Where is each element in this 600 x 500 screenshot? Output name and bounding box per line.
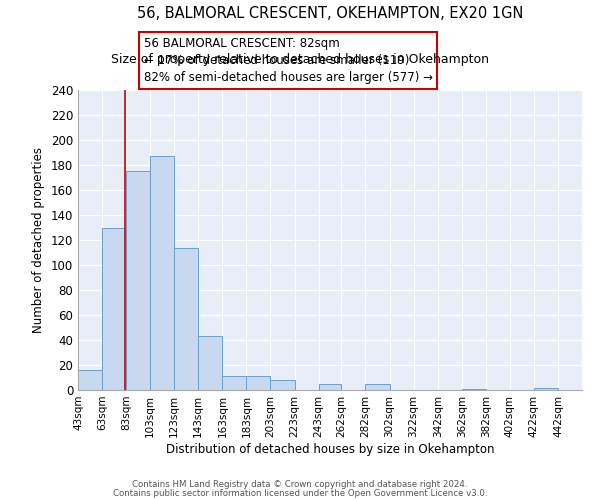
Bar [126,171,150,390]
Bar [78,370,102,390]
Bar [534,388,558,390]
Y-axis label: Number of detached properties: Number of detached properties [32,147,45,333]
Bar [247,376,271,390]
Title: 56, BALMORAL CRESCENT, OKEHAMPTON, EX20 1GN: 56, BALMORAL CRESCENT, OKEHAMPTON, EX20 … [137,6,523,21]
Text: Size of property relative to detached houses in Okehampton: Size of property relative to detached ho… [111,52,489,66]
Bar [174,248,198,390]
X-axis label: Distribution of detached houses by size in Okehampton: Distribution of detached houses by size … [166,442,494,456]
Bar [198,336,223,390]
Bar [365,384,389,390]
Text: 56 BALMORAL CRESCENT: 82sqm
← 17% of detached houses are smaller (119)
82% of se: 56 BALMORAL CRESCENT: 82sqm ← 17% of det… [143,37,433,84]
Bar [319,384,341,390]
Bar [271,380,295,390]
Text: Contains public sector information licensed under the Open Government Licence v3: Contains public sector information licen… [113,488,487,498]
Bar [102,228,126,390]
Bar [462,389,486,390]
Bar [223,376,247,390]
Text: Contains HM Land Registry data © Crown copyright and database right 2024.: Contains HM Land Registry data © Crown c… [132,480,468,489]
Bar [150,156,174,390]
